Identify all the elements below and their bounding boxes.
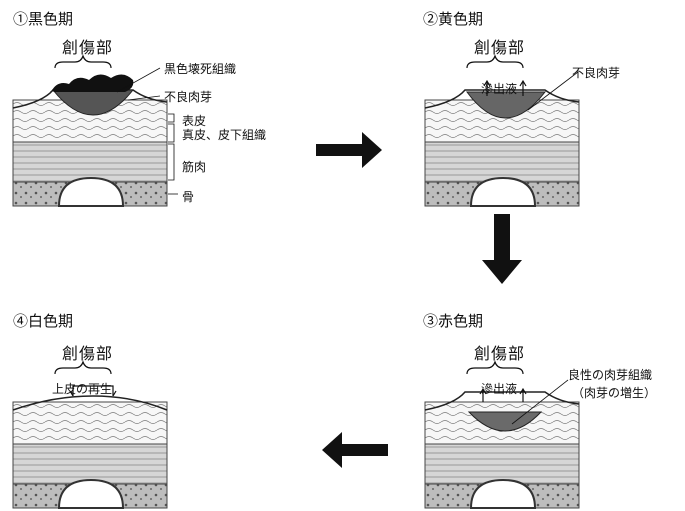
leader-necrotic — [116, 67, 161, 93]
label-muscle: 筋肉 — [182, 160, 207, 174]
skin-surface — [424, 391, 580, 411]
healthy-granulation — [467, 411, 543, 432]
arrow-right — [316, 132, 382, 168]
wound-label: 創傷部 — [62, 344, 114, 363]
panel-red — [424, 387, 580, 509]
skin-surface — [424, 89, 580, 109]
wound-label: 創傷部 — [474, 38, 526, 57]
exudate-arrow — [479, 387, 527, 402]
wound-label: 創傷部 — [62, 38, 114, 57]
leader-healthy-granulation — [511, 379, 569, 425]
label-exudate-3: 滲出液 — [481, 382, 518, 396]
necrotic-tissue — [50, 74, 134, 92]
label-exudate: 滲出液 — [481, 82, 518, 96]
label-re-epithelialization: 上皮の再生 — [52, 382, 113, 396]
label-bone: 骨 — [182, 190, 195, 204]
label-epidermis: 表皮 — [182, 114, 207, 128]
label-unhealthy-granulation: 不良肉芽 — [164, 90, 213, 104]
arrow-down — [482, 214, 522, 284]
panel-yellow — [424, 79, 580, 207]
panel-white — [12, 385, 168, 509]
label-unhealthy-granulation-2: 不良肉芽 — [572, 66, 621, 80]
panel-black — [12, 74, 168, 207]
leader-granulation — [127, 95, 161, 101]
wound-label: 創傷部 — [474, 344, 526, 363]
label-healthy-granulation-sub: （肉芽の増生） — [572, 386, 657, 400]
label-healthy-granulation: 良性の肉芽組織 — [568, 368, 653, 382]
stage-title-yellow: ②黄色期 — [423, 10, 484, 28]
wound-brace — [466, 54, 524, 69]
label-necrotic: 黒色壊死組織 — [164, 62, 237, 76]
leader-granulation-2 — [527, 71, 579, 111]
re-epithelialization-bracket — [69, 385, 117, 397]
bracket-muscle — [168, 143, 175, 181]
wound-brace — [54, 54, 112, 69]
stage-title-black: ①黒色期 — [13, 10, 74, 28]
bracket-dermis — [168, 123, 175, 143]
arrow-left — [322, 432, 388, 468]
wound-brace — [54, 360, 112, 375]
wound-brace — [466, 360, 524, 375]
unhealthy-granulation — [51, 89, 135, 116]
exudate-arrow — [483, 79, 527, 96]
bracket-epidermis — [168, 113, 175, 123]
stage-title-red: ③赤色期 — [423, 312, 484, 330]
stage-title-white: ④白色期 — [13, 312, 74, 330]
label-dermis: 真皮、皮下組織 — [182, 128, 267, 142]
unhealthy-granulation — [466, 91, 547, 119]
skin-surface — [12, 395, 168, 411]
